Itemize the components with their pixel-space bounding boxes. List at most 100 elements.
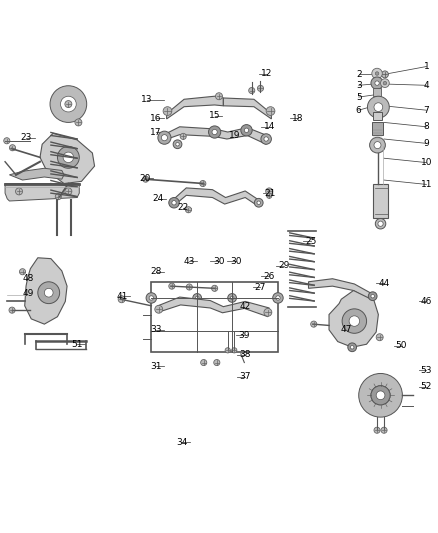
Text: 20: 20	[139, 174, 151, 183]
Circle shape	[60, 96, 76, 112]
Circle shape	[55, 193, 61, 200]
Text: 46: 46	[421, 297, 432, 306]
Circle shape	[65, 101, 72, 108]
Circle shape	[193, 294, 201, 302]
Bar	[373, 88, 381, 96]
Text: 33: 33	[150, 325, 162, 334]
Circle shape	[228, 294, 237, 302]
Circle shape	[374, 427, 380, 433]
Text: 24: 24	[152, 195, 163, 203]
Circle shape	[276, 296, 280, 300]
Polygon shape	[10, 168, 64, 180]
Circle shape	[180, 133, 186, 140]
Text: 9: 9	[424, 139, 429, 148]
Circle shape	[10, 144, 15, 151]
Text: 16: 16	[150, 114, 162, 123]
Circle shape	[359, 374, 403, 417]
Circle shape	[195, 296, 199, 300]
Circle shape	[378, 221, 383, 227]
Text: 3: 3	[356, 81, 362, 90]
Polygon shape	[223, 98, 272, 119]
Polygon shape	[166, 96, 223, 119]
Circle shape	[143, 176, 149, 182]
Polygon shape	[162, 127, 267, 144]
Text: 50: 50	[396, 342, 407, 351]
Text: 6: 6	[356, 106, 362, 115]
Text: 4: 4	[424, 81, 429, 90]
Text: 12: 12	[261, 69, 273, 78]
Text: 23: 23	[20, 133, 32, 142]
Text: 5: 5	[356, 93, 362, 102]
Text: 51: 51	[71, 340, 83, 349]
Circle shape	[158, 131, 171, 144]
Circle shape	[266, 107, 275, 116]
Polygon shape	[40, 133, 95, 183]
Text: 43: 43	[184, 257, 195, 266]
Text: 19: 19	[229, 131, 240, 140]
Text: 28: 28	[150, 267, 161, 276]
Circle shape	[173, 140, 182, 149]
Circle shape	[273, 293, 283, 303]
Circle shape	[349, 316, 360, 326]
Bar	[373, 111, 382, 120]
Circle shape	[264, 309, 272, 316]
Bar	[373, 183, 389, 219]
Polygon shape	[158, 297, 269, 317]
Circle shape	[230, 296, 234, 300]
Circle shape	[258, 85, 264, 92]
Circle shape	[266, 188, 273, 195]
Text: 27: 27	[255, 283, 266, 292]
Circle shape	[375, 72, 379, 75]
Text: 49: 49	[22, 289, 33, 298]
Circle shape	[342, 309, 367, 333]
Circle shape	[370, 138, 385, 153]
Polygon shape	[329, 290, 378, 348]
Circle shape	[371, 386, 390, 405]
Circle shape	[4, 138, 10, 144]
Text: 11: 11	[420, 180, 432, 189]
Polygon shape	[173, 188, 258, 206]
Circle shape	[232, 348, 237, 353]
Circle shape	[50, 86, 87, 123]
Circle shape	[63, 152, 74, 163]
Text: 38: 38	[240, 350, 251, 359]
Circle shape	[375, 219, 386, 229]
Text: 41: 41	[117, 292, 128, 301]
Circle shape	[372, 68, 382, 79]
Text: 21: 21	[265, 189, 276, 198]
Text: 48: 48	[22, 274, 33, 283]
Text: 29: 29	[278, 261, 290, 270]
Text: 10: 10	[420, 158, 432, 167]
Circle shape	[376, 391, 385, 400]
Circle shape	[212, 285, 218, 292]
Circle shape	[254, 198, 263, 207]
Text: 1: 1	[424, 62, 429, 71]
Circle shape	[215, 93, 223, 100]
Text: 13: 13	[141, 95, 153, 104]
Circle shape	[57, 147, 79, 168]
Circle shape	[374, 103, 383, 111]
Circle shape	[381, 427, 387, 433]
Text: 47: 47	[341, 325, 352, 334]
Text: 26: 26	[264, 272, 275, 280]
Circle shape	[311, 321, 317, 327]
Circle shape	[161, 135, 167, 141]
Polygon shape	[5, 183, 79, 201]
Bar	[372, 123, 383, 135]
Circle shape	[65, 188, 72, 195]
Circle shape	[186, 284, 192, 290]
Circle shape	[367, 96, 389, 118]
Text: 44: 44	[378, 279, 390, 288]
Circle shape	[75, 119, 82, 126]
Circle shape	[383, 82, 387, 85]
Circle shape	[376, 334, 383, 341]
Circle shape	[185, 207, 191, 213]
Circle shape	[371, 386, 390, 405]
Text: 8: 8	[424, 122, 429, 131]
Circle shape	[241, 125, 252, 136]
Circle shape	[267, 193, 272, 198]
Text: 30: 30	[213, 257, 225, 266]
Text: 17: 17	[150, 127, 162, 136]
Circle shape	[176, 142, 179, 146]
Circle shape	[257, 201, 261, 205]
